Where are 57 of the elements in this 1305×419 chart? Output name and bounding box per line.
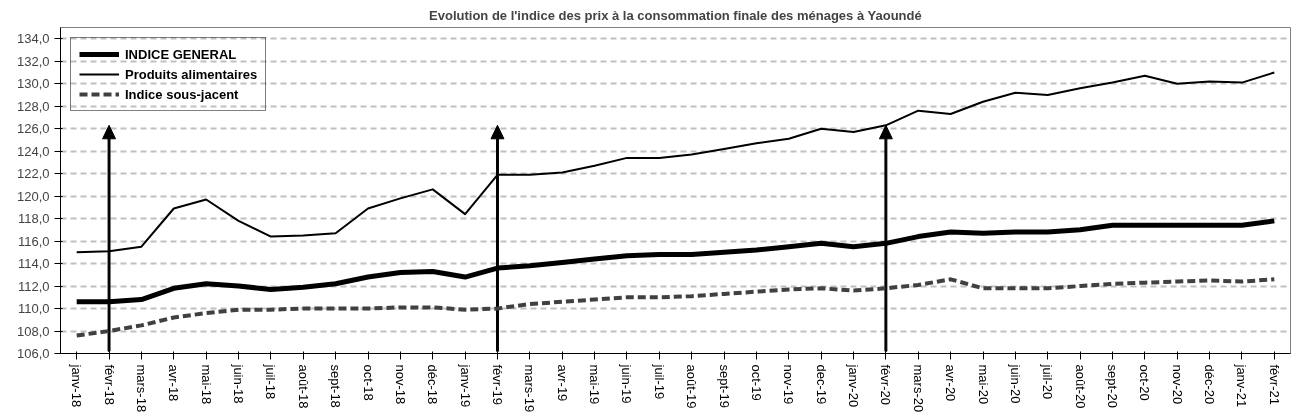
y-tick-label: 116,0 <box>17 233 50 249</box>
y-tick-label: 114,0 <box>17 256 50 272</box>
x-tick-label: nov-18 <box>392 364 408 405</box>
y-tick-label: 132,0 <box>16 53 50 69</box>
x-tick-label: févr-20 <box>878 364 894 405</box>
x-tick-label: mars-19 <box>522 364 538 413</box>
y-tick-label: 118,0 <box>17 211 50 227</box>
x-tick-label: sept-18 <box>328 364 344 408</box>
legend-label: Produits alimentaires <box>125 66 258 82</box>
y-tick-label: 126,0 <box>16 121 50 137</box>
x-tick-label: sept-19 <box>716 364 732 408</box>
x-tick-label: août-20 <box>1072 364 1088 409</box>
x-tick-label: janv-20 <box>846 363 862 408</box>
x-tick-label: juil-20 <box>1040 363 1056 400</box>
x-tick-label: nov-19 <box>781 364 797 405</box>
x-tick-label: avr-20 <box>943 364 959 402</box>
y-tick-label: 128,0 <box>16 98 50 114</box>
y-tick-label: 134,0 <box>16 31 50 47</box>
x-tick-label: mai-20 <box>975 364 991 405</box>
chart-title: Evolution de l'indice des prix à la consommation finale des ménages à Yaoundé <box>429 7 922 23</box>
x-tick-label: avr-19 <box>554 364 570 402</box>
y-tick-label: 106,0 <box>16 346 50 361</box>
x-tick-label: nov-20 <box>1169 364 1185 405</box>
x-tick-label: dec-19 <box>813 364 829 405</box>
x-tick-label: déc-20 <box>1202 364 1218 405</box>
x-tick-label: déc-18 <box>425 364 441 405</box>
x-tick-label: oct-20 <box>1137 364 1153 401</box>
x-tick-label: mars-18 <box>133 364 149 413</box>
x-tick-label: août-19 <box>684 364 700 409</box>
x-tick-label: janv-18 <box>69 363 85 408</box>
y-tick-label: 120,0 <box>16 188 50 204</box>
x-tick-label: juin-18 <box>231 363 247 404</box>
x-tick-label: juil-19 <box>651 363 667 400</box>
y-tick-label: 130,0 <box>16 76 50 92</box>
x-tick-label: févr-18 <box>101 364 117 405</box>
x-tick-label: juin-19 <box>619 363 635 404</box>
x-tick-label: mai-19 <box>587 364 603 405</box>
y-tick-label: 112,0 <box>17 278 50 294</box>
x-tick-label: janv-19 <box>457 363 473 408</box>
y-tick-label: 122,0 <box>16 166 50 182</box>
x-tick-label: avr-18 <box>166 364 182 402</box>
y-tick-label: 110,0 <box>17 301 50 317</box>
legend-label: Indice sous-jacent <box>125 86 239 102</box>
x-tick-label: sept-20 <box>1104 364 1120 408</box>
x-tick-label: juil-18 <box>263 363 279 400</box>
x-tick-label: oct-19 <box>748 364 764 401</box>
x-tick-label: août-18 <box>295 364 311 409</box>
x-tick-label: févr-21 <box>1266 364 1282 405</box>
y-tick-label: 124,0 <box>16 143 50 159</box>
y-tick-label: 108,0 <box>16 323 50 339</box>
x-tick-label: oct-18 <box>360 364 376 401</box>
x-tick-label: févr-19 <box>489 364 505 405</box>
x-tick-label: mai-18 <box>198 364 214 405</box>
x-tick-label: mars-20 <box>910 364 926 413</box>
x-tick-label: juin-20 <box>1007 363 1023 404</box>
legend-label: INDICE GENERAL <box>125 46 237 62</box>
x-tick-label: janv-21 <box>1234 363 1250 408</box>
